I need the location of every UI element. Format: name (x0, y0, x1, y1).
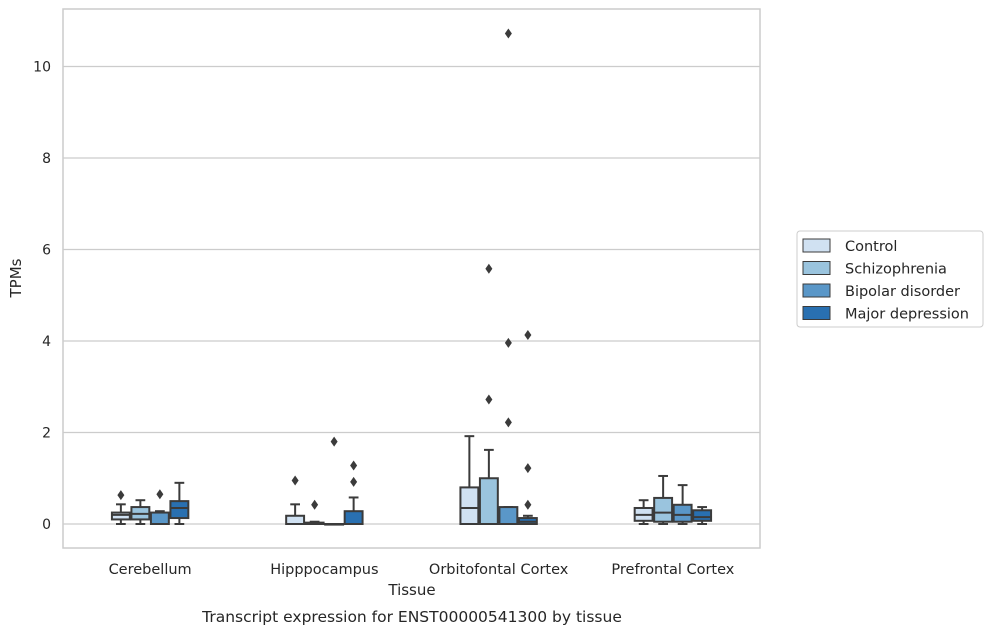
outlier-point (156, 489, 164, 500)
box-group (672, 484, 693, 525)
box-group (478, 263, 499, 525)
box-group (517, 330, 538, 525)
y-tick-label: 8 (42, 151, 51, 167)
legend-label: Bipolar disorder (845, 284, 960, 300)
outlier-point (524, 463, 532, 474)
outlier-point (504, 337, 512, 348)
legend-swatch (802, 238, 831, 253)
outlier-point (524, 330, 532, 341)
y-tick-label: 6 (42, 243, 51, 259)
x-tick-label: Cerebellum (109, 562, 192, 578)
outlier-point (117, 490, 125, 501)
box (285, 514, 306, 526)
y-tick-labels: 0 2 4 6 8 10 (33, 60, 51, 534)
outlier-point (485, 263, 493, 274)
box (692, 509, 713, 522)
outlier-point (350, 460, 358, 471)
box-group (653, 474, 674, 525)
outlier-point (504, 28, 512, 39)
box (478, 477, 499, 525)
x-tick-label: Prefrontal Cortex (611, 562, 734, 578)
box (672, 503, 693, 523)
box-group (285, 475, 306, 526)
outlier-point (350, 476, 358, 487)
chart-title: Transcript expression for ENST0000054130… (201, 608, 622, 626)
box (169, 500, 190, 520)
box-group (130, 499, 151, 525)
box-group (110, 490, 131, 525)
box (343, 510, 364, 526)
legend-swatch (802, 261, 831, 275)
box-group (633, 499, 654, 525)
y-tick-label: 4 (42, 334, 51, 350)
y-axis-label: TPMs (7, 258, 25, 298)
plot-frame (62, 8, 761, 549)
legend: Control Schizophrenia Bipolar disorder Majo… (796, 230, 984, 328)
plot-boxes (110, 28, 713, 526)
outlier-point (330, 436, 338, 447)
legend-swatch (802, 306, 831, 320)
legend-label: Major depression (845, 307, 969, 323)
box-group (149, 489, 170, 525)
box (149, 511, 170, 525)
outlier-point (485, 394, 493, 405)
box (653, 496, 674, 523)
x-tick-label: Orbitofontal Cortex (429, 562, 569, 578)
outlier-point (311, 499, 319, 510)
box-group (498, 28, 519, 526)
outlier-point (291, 475, 299, 486)
box-group (692, 506, 713, 525)
box-group (304, 499, 325, 526)
legend-frame (796, 230, 984, 328)
box (110, 511, 131, 521)
outlier-point (524, 499, 532, 510)
legend-label: Schizophrenia (845, 262, 947, 278)
x-tick-label: Hipppocampus (270, 562, 378, 578)
box-group (169, 481, 190, 525)
y-tick-label: 0 (42, 517, 51, 533)
legend-swatch (802, 283, 831, 298)
x-axis-label: Tissue (387, 581, 435, 599)
box (459, 486, 480, 525)
box-group (324, 436, 345, 526)
y-tick-label: 10 (33, 60, 51, 76)
y-tick-label: 2 (42, 426, 51, 442)
box (498, 506, 519, 526)
box-group (343, 460, 364, 526)
outlier-point (504, 417, 512, 428)
box-group (459, 435, 480, 525)
y-gridlines (63, 65, 760, 525)
legend-label: Control (845, 239, 897, 255)
x-tick-labels: Cerebellum Hipppocampus Orbitofontal Corte… (109, 562, 735, 578)
